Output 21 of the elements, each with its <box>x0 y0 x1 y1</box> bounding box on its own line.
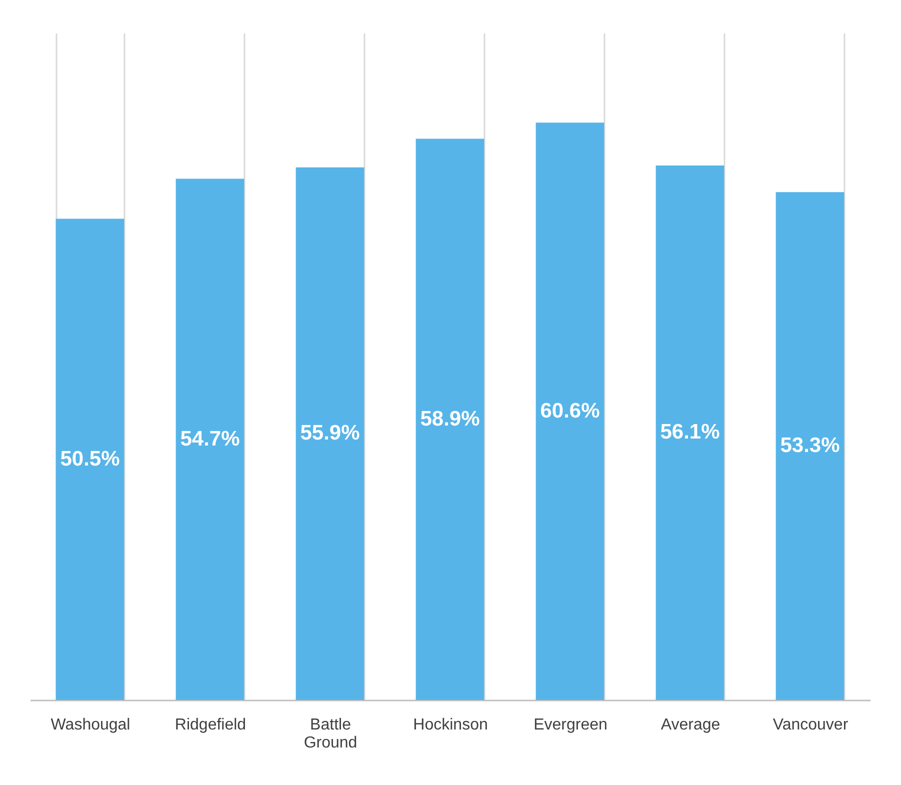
bar <box>536 122 604 700</box>
data-label: 60.6% <box>540 399 600 422</box>
bar <box>776 192 844 700</box>
x-tick-label: Ridgefield <box>174 716 246 734</box>
data-label: 58.9% <box>420 407 480 430</box>
data-label: 50.5% <box>60 447 120 470</box>
bar <box>656 165 724 700</box>
bar <box>176 178 244 700</box>
x-tick-label: Hockinson <box>413 716 488 734</box>
x-tick-label: Battle Ground <box>304 716 358 752</box>
data-label: 53.3% <box>780 434 840 458</box>
bar <box>296 167 364 700</box>
data-label: 56.1% <box>660 420 720 444</box>
data-label: 55.9% <box>300 422 360 445</box>
x-tick-label: Vancouver <box>772 716 849 734</box>
bar <box>56 218 124 700</box>
bar <box>416 138 484 700</box>
data-label: 54.7% <box>180 427 240 450</box>
x-tick-label: Average <box>660 716 720 734</box>
x-tick-label: Washougal <box>50 716 130 734</box>
x-tick-label: Evergreen <box>534 716 608 734</box>
